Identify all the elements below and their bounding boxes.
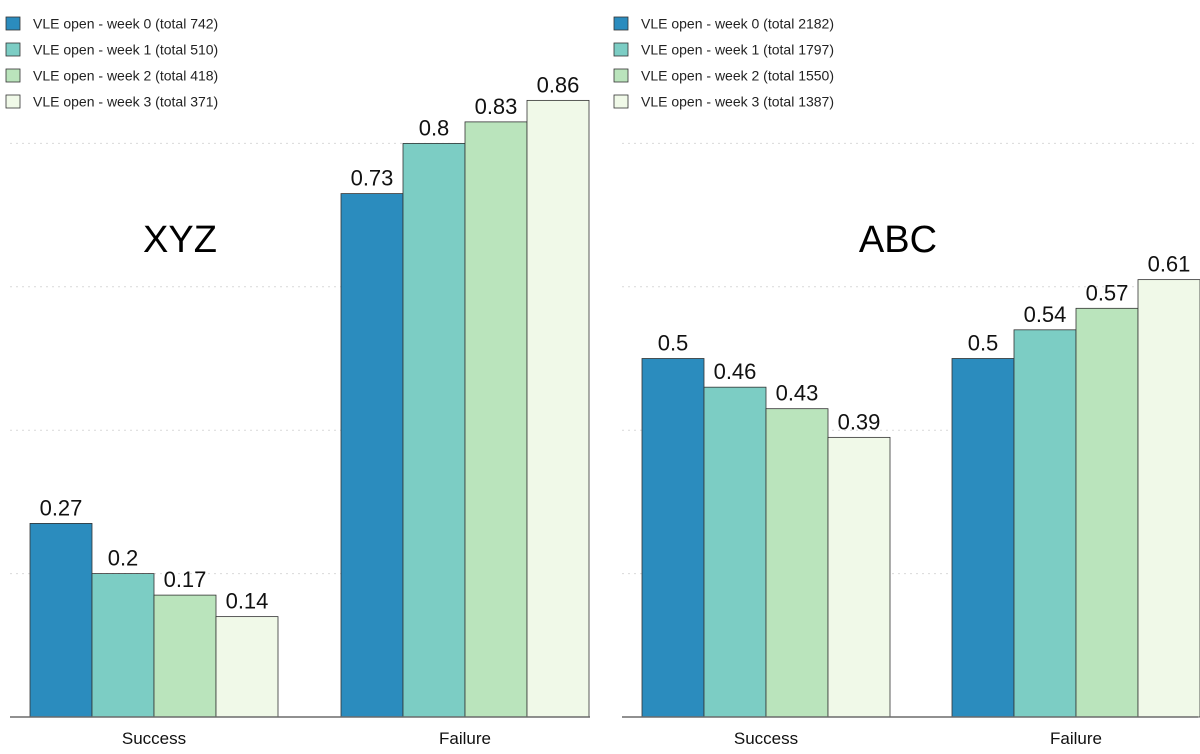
panel-xyz: 0.27 0.2 0.17 0.14 0.73 0.8 0.83 0.86 Success Fa… <box>5 16 590 748</box>
category-labels: Success Failure <box>734 729 1102 748</box>
bar <box>340 193 404 718</box>
legend-label: VLE open - week 2 (total 418) <box>33 68 218 84</box>
value-label: 0.73 <box>351 166 394 191</box>
value-label: 0.17 <box>164 567 207 592</box>
legend-swatch <box>5 68 21 83</box>
category-labels: Success Failure <box>122 729 491 748</box>
legend: VLE open - week 0 (total 2182) VLE open -… <box>613 16 834 110</box>
legend-item: VLE open - week 0 (total 2182) <box>613 16 834 32</box>
value-label: 0.54 <box>1024 302 1067 327</box>
bars <box>641 279 1200 718</box>
value-label: 0.5 <box>968 331 999 356</box>
legend-swatch <box>5 94 21 109</box>
value-labels: 0.27 0.2 0.17 0.14 0.73 0.8 0.83 0.86 <box>40 72 580 613</box>
category-label: Failure <box>1050 729 1102 748</box>
value-labels: 0.5 0.46 0.43 0.39 0.5 0.54 0.57 0.61 <box>658 252 1191 435</box>
legend-item: VLE open - week 2 (total 418) <box>5 68 218 84</box>
category-label: Success <box>122 729 186 748</box>
legend-item: VLE open - week 0 (total 742) <box>5 16 218 32</box>
legend-item: VLE open - week 1 (total 510) <box>5 42 218 58</box>
legend-swatch <box>613 94 629 109</box>
bar <box>91 573 155 718</box>
legend-label: VLE open - week 0 (total 2182) <box>641 16 834 32</box>
legend-swatch <box>613 68 629 83</box>
value-label: 0.5 <box>658 331 689 356</box>
value-label: 0.57 <box>1086 280 1129 305</box>
panel-abc: 0.5 0.46 0.43 0.39 0.5 0.54 0.57 0.61 Success Fa… <box>613 16 1200 748</box>
bar <box>402 142 466 718</box>
bar <box>641 358 705 718</box>
legend-label: VLE open - week 3 (total 1387) <box>641 94 834 110</box>
value-label: 0.61 <box>1148 252 1191 277</box>
panel-title: XYZ <box>143 219 217 261</box>
legend-swatch <box>613 42 629 57</box>
legend-label: VLE open - week 1 (total 510) <box>33 42 218 58</box>
value-label: 0.46 <box>714 359 757 384</box>
value-label: 0.14 <box>226 589 269 614</box>
legend-swatch <box>613 16 629 31</box>
bar <box>827 436 891 718</box>
category-label: Failure <box>439 729 491 748</box>
legend-item: VLE open - week 3 (total 1387) <box>613 94 834 110</box>
legend-item: VLE open - week 2 (total 1550) <box>613 68 834 84</box>
legend-label: VLE open - week 1 (total 1797) <box>641 42 834 58</box>
bars <box>29 99 590 718</box>
bar <box>215 616 279 718</box>
bar <box>29 523 93 718</box>
bar <box>153 594 217 718</box>
value-label: 0.39 <box>838 409 881 434</box>
value-label: 0.86 <box>537 72 580 97</box>
bar <box>464 121 528 718</box>
value-label: 0.83 <box>475 94 518 119</box>
legend-label: VLE open - week 3 (total 371) <box>33 94 218 110</box>
legend-item: VLE open - week 1 (total 1797) <box>613 42 834 58</box>
bar <box>1013 329 1077 718</box>
legend-item: VLE open - week 3 (total 371) <box>5 94 218 110</box>
legend-swatch <box>5 16 21 31</box>
value-label: 0.8 <box>419 115 450 140</box>
bar <box>703 386 767 718</box>
value-label: 0.43 <box>776 381 819 406</box>
legend-swatch <box>5 42 21 57</box>
value-label: 0.27 <box>40 495 83 520</box>
bar <box>1137 279 1200 718</box>
value-label: 0.2 <box>108 546 139 571</box>
bar <box>765 408 829 718</box>
legend-label: VLE open - week 2 (total 1550) <box>641 68 834 84</box>
bar <box>951 358 1015 718</box>
bar <box>1075 307 1139 718</box>
panel-title: ABC <box>859 219 937 261</box>
category-label: Success <box>734 729 798 748</box>
legend-label: VLE open - week 0 (total 742) <box>33 16 218 32</box>
bar <box>526 99 590 718</box>
legend: VLE open - week 0 (total 742) VLE open - … <box>5 16 218 110</box>
